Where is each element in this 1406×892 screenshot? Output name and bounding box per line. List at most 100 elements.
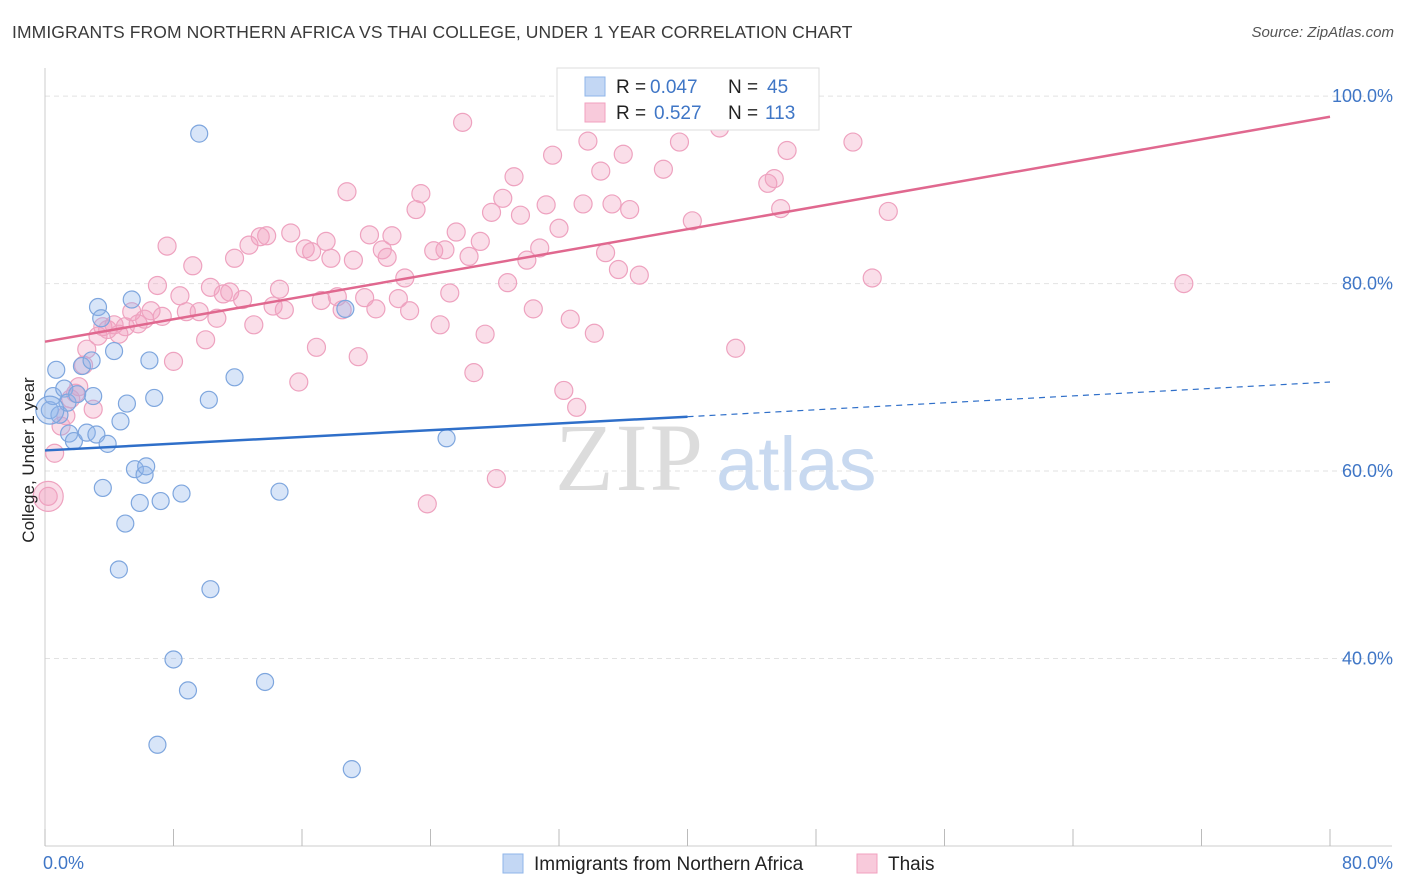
thais-point (77, 339, 97, 359)
thais-point (573, 194, 593, 214)
thais-point (629, 265, 649, 285)
thais-point (400, 301, 420, 321)
y-tick-label: 80.0% (1342, 274, 1393, 294)
thais-point (207, 308, 227, 328)
bottom-legend-swatch-blue (502, 853, 524, 874)
thais-point (764, 169, 784, 189)
northern-africa-point (151, 491, 170, 511)
northern-africa-trend-line (44, 415, 688, 452)
bottom-legend-label-1: Immigrants from Northern Africa (534, 854, 804, 875)
thais-point (584, 323, 604, 343)
northern-africa-point (342, 760, 361, 779)
thais-point (542, 145, 563, 165)
thais-trend-line (44, 115, 1331, 343)
thais-point (83, 399, 103, 419)
legend-n-value-2: 113 (765, 103, 795, 124)
thais-point (189, 302, 209, 322)
thais-point (602, 194, 622, 214)
legend-n-label-2: N = (728, 103, 758, 124)
thais-point (486, 468, 506, 489)
northern-africa-trend-extension (687, 381, 1331, 418)
thais-point (435, 240, 455, 260)
y-tick-label: 60.0% (1342, 461, 1393, 481)
northern-africa-point (68, 385, 87, 404)
northern-africa-point (111, 412, 130, 431)
thais-point (359, 225, 380, 245)
thais-point (591, 161, 611, 181)
thais-point (530, 238, 550, 258)
thais-point (38, 486, 58, 506)
thais-point (464, 363, 484, 383)
thais-point (510, 205, 531, 225)
thais-point (232, 289, 253, 310)
tick-labels: 40.0% 60.0% 80.0% 100.0% 0.0% 80.0% (43, 86, 1393, 873)
thais-point (302, 242, 322, 262)
legend-r-value-1: 0.047 (650, 77, 698, 98)
thais-point (183, 256, 203, 276)
legend-r-value-2: 0.527 (654, 103, 702, 124)
northern-africa-point (148, 735, 167, 754)
thais-point (608, 259, 629, 280)
northern-africa-point (336, 299, 355, 318)
thais-point (406, 199, 426, 220)
source-label: Source: ZipAtlas.com (1251, 24, 1394, 41)
thais-point (377, 247, 397, 267)
thais-point (157, 236, 177, 256)
thais-point (878, 201, 898, 222)
northern-africa-point (172, 484, 191, 503)
northern-africa-point (82, 351, 101, 370)
watermark-atlas: atlas (716, 422, 877, 507)
legend-swatch-blue (584, 76, 606, 97)
thais-point (366, 299, 386, 319)
thais-point (669, 132, 690, 152)
legend-r-label-1: R = (616, 77, 646, 98)
thais-point (289, 372, 309, 392)
thais-point (224, 248, 245, 268)
thais-point (1174, 273, 1194, 294)
thais-point (843, 132, 863, 152)
thais-point (578, 131, 598, 151)
thais-point (417, 494, 437, 514)
thais-point (45, 443, 65, 463)
thais-point (536, 195, 556, 215)
y-tick-label: 40.0% (1342, 649, 1393, 669)
thais-point (567, 397, 587, 417)
northern-africa-point (40, 401, 59, 420)
thais-point (862, 268, 882, 288)
thais-point (170, 286, 190, 306)
northern-africa-point (92, 309, 111, 328)
northern-africa-point (201, 580, 220, 599)
thais-point (196, 330, 216, 350)
thais-point (147, 275, 168, 296)
northern-africa-point (225, 368, 244, 387)
northern-africa-point (122, 290, 141, 309)
thais-point (453, 112, 473, 132)
thais-point (311, 290, 331, 311)
northern-africa-point (72, 356, 92, 376)
northern-africa-point (117, 394, 137, 413)
thais-point (257, 226, 277, 246)
y-axis-label: College, Under 1 year (19, 377, 38, 543)
legend-n-label-1: N = (728, 77, 758, 98)
trend-lines (44, 115, 1331, 452)
northern-africa-point (116, 514, 135, 533)
northern-africa-point (140, 351, 159, 370)
northern-africa-point (255, 672, 275, 692)
thais-point-large (32, 480, 64, 512)
bottom-legend: Immigrants from Northern Africa Thais (502, 853, 934, 875)
thais-point (595, 243, 616, 263)
northern-africa-point (88, 297, 108, 317)
northern-africa-point (104, 341, 124, 361)
northern-africa-point (437, 429, 456, 448)
thais-point (430, 315, 450, 335)
northern-africa-point (84, 386, 103, 406)
northern-africa-point (270, 482, 289, 501)
northern-africa-point (93, 478, 112, 498)
northern-africa-point (47, 360, 66, 379)
chart-title: IMMIGRANTS FROM NORTHERN AFRICA VS THAI … (12, 22, 853, 42)
northern-africa-point (98, 434, 117, 453)
thais-point (306, 337, 327, 357)
thais-point (69, 377, 89, 397)
northern-africa-point (125, 460, 145, 479)
